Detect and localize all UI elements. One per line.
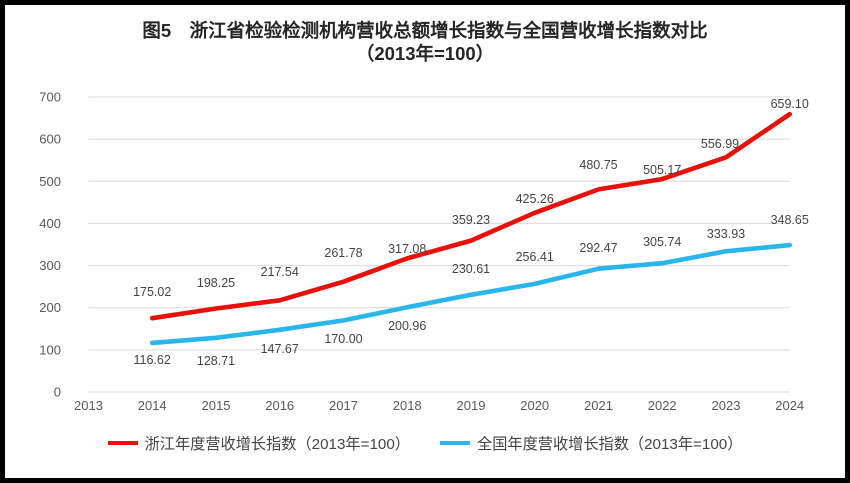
svg-text:700: 700 bbox=[39, 90, 61, 105]
svg-text:317.08: 317.08 bbox=[388, 242, 426, 256]
svg-text:2023: 2023 bbox=[712, 398, 741, 413]
svg-text:217.54: 217.54 bbox=[261, 265, 299, 279]
svg-text:198.25: 198.25 bbox=[197, 276, 235, 290]
svg-text:147.67: 147.67 bbox=[261, 342, 299, 356]
svg-text:500: 500 bbox=[39, 174, 61, 189]
svg-text:128.71: 128.71 bbox=[197, 354, 235, 368]
svg-text:100: 100 bbox=[39, 342, 61, 357]
svg-text:230.61: 230.61 bbox=[452, 262, 490, 276]
svg-text:2017: 2017 bbox=[329, 398, 358, 413]
svg-text:200: 200 bbox=[39, 300, 61, 315]
svg-text:2024: 2024 bbox=[775, 398, 804, 413]
svg-text:200.96: 200.96 bbox=[388, 319, 426, 333]
svg-text:175.02: 175.02 bbox=[133, 285, 171, 299]
svg-text:2014: 2014 bbox=[138, 398, 167, 413]
svg-text:348.65: 348.65 bbox=[771, 213, 809, 227]
svg-text:261.78: 261.78 bbox=[324, 246, 362, 260]
svg-text:305.74: 305.74 bbox=[643, 235, 681, 249]
svg-text:0: 0 bbox=[54, 385, 61, 400]
svg-text:2016: 2016 bbox=[265, 398, 294, 413]
svg-text:2013: 2013 bbox=[74, 398, 103, 413]
svg-text:359.23: 359.23 bbox=[452, 213, 490, 227]
svg-text:170.00: 170.00 bbox=[324, 332, 362, 346]
svg-text:2018: 2018 bbox=[393, 398, 422, 413]
svg-text:300: 300 bbox=[39, 258, 61, 273]
svg-text:400: 400 bbox=[39, 216, 61, 231]
svg-text:2021: 2021 bbox=[584, 398, 613, 413]
svg-text:2022: 2022 bbox=[648, 398, 677, 413]
svg-text:659.10: 659.10 bbox=[771, 97, 809, 111]
svg-text:116.62: 116.62 bbox=[134, 353, 171, 367]
svg-text:600: 600 bbox=[39, 132, 61, 147]
svg-text:556.99: 556.99 bbox=[701, 137, 739, 151]
svg-text:2015: 2015 bbox=[202, 398, 231, 413]
svg-text:2019: 2019 bbox=[457, 398, 486, 413]
svg-text:256.41: 256.41 bbox=[516, 250, 554, 264]
svg-text:333.93: 333.93 bbox=[707, 227, 745, 241]
svg-text:2020: 2020 bbox=[520, 398, 549, 413]
svg-text:425.26: 425.26 bbox=[516, 192, 554, 206]
svg-text:292.47: 292.47 bbox=[579, 241, 617, 255]
svg-text:505.17: 505.17 bbox=[643, 163, 681, 177]
svg-text:480.75: 480.75 bbox=[579, 158, 617, 172]
